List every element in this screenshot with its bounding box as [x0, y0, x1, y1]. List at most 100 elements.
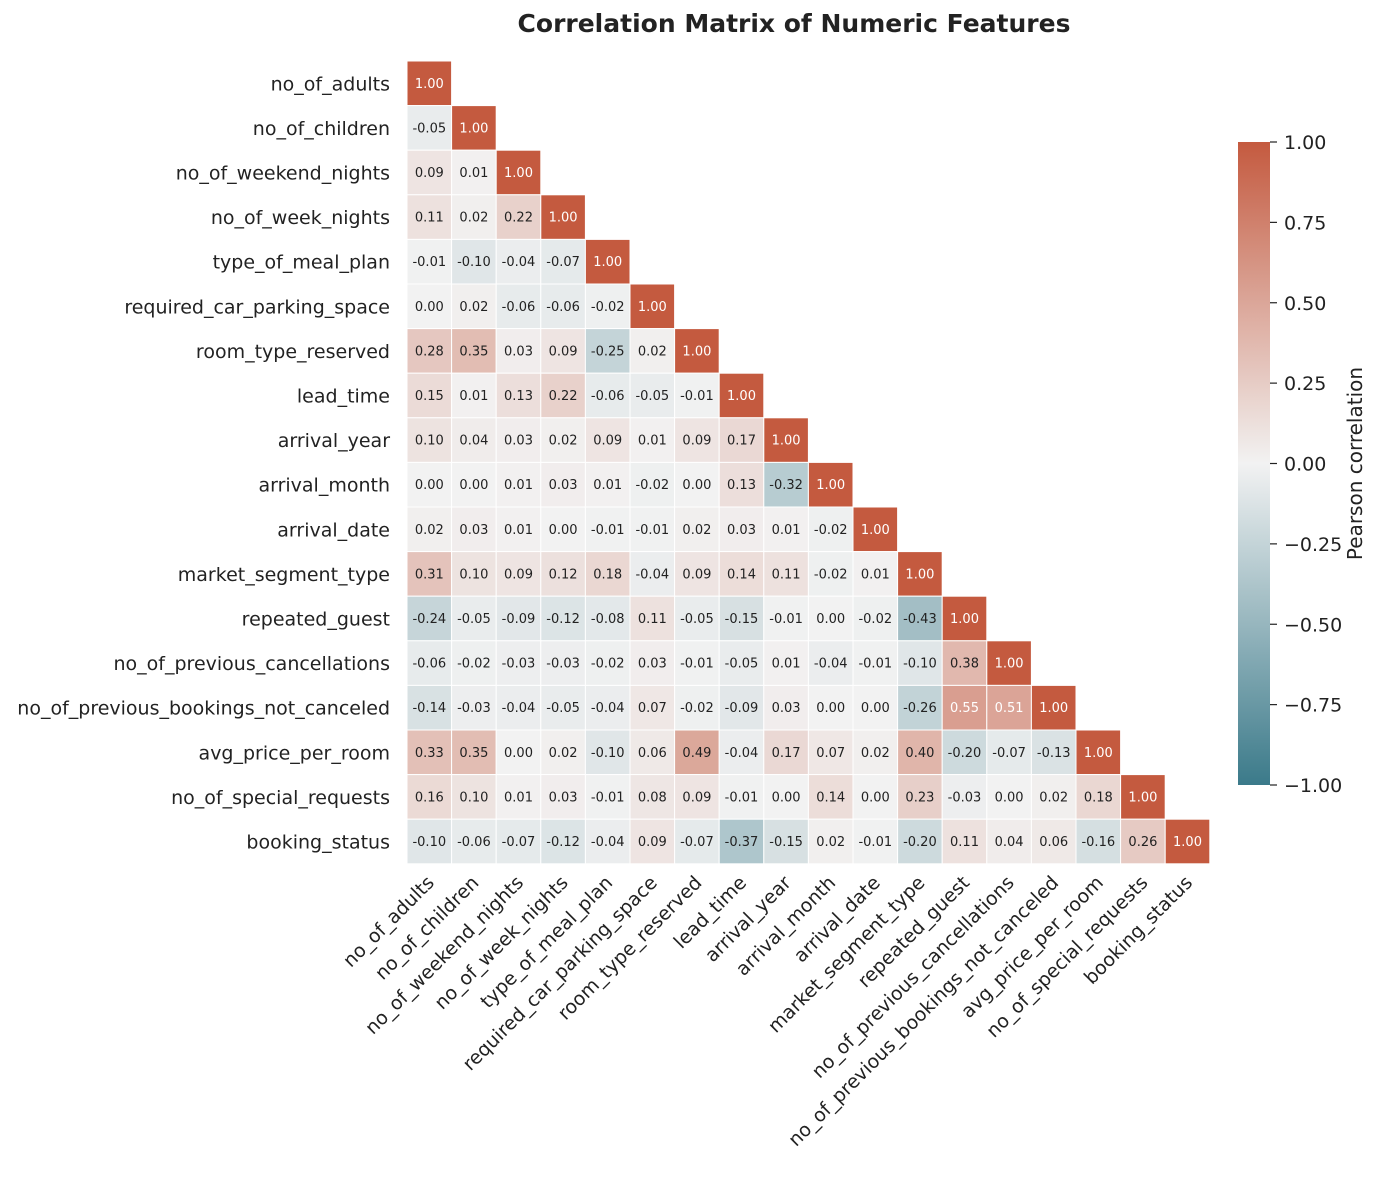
heatmap-cell — [406, 729, 453, 776]
cell-value-label: 0.11 — [415, 211, 444, 226]
cell-value-label: 0.01 — [772, 657, 801, 672]
cell-value-label: 0.22 — [504, 211, 533, 226]
cell-value-label: 0.02 — [682, 523, 711, 538]
heatmap-cell — [763, 729, 809, 776]
heatmap-cell — [807, 461, 854, 508]
cell-value-label: 0.00 — [816, 701, 845, 716]
cell-value-label: -0.12 — [546, 835, 580, 850]
heatmap-cell — [540, 595, 586, 642]
heatmap-cell — [852, 729, 899, 776]
heatmap-cell — [495, 595, 542, 642]
heatmap-cell — [986, 640, 1032, 686]
cell-value-label: 0.02 — [816, 835, 845, 850]
heatmap-cell — [629, 774, 676, 820]
cell-value-label: 0.00 — [861, 790, 890, 805]
heatmap-cell — [807, 551, 854, 597]
cell-value-label: -0.03 — [546, 657, 580, 672]
cell-value-label: 0.09 — [682, 790, 711, 805]
heatmap-cell — [629, 328, 676, 374]
cell-value-label: 0.06 — [638, 746, 667, 761]
y-tick-label: arrival_year — [278, 430, 390, 452]
cell-value-label: 0.00 — [682, 478, 711, 493]
cell-value-label: -0.14 — [412, 701, 446, 716]
cell-value-label: -0.24 — [412, 612, 446, 627]
heatmap-cell — [674, 818, 720, 865]
cell-value-label: -0.07 — [992, 746, 1026, 761]
cell-value-label: -0.07 — [680, 835, 714, 850]
cell-value-label: 0.09 — [593, 434, 622, 449]
colorbar-tick-label: 1.00 — [1284, 132, 1326, 154]
cell-value-label: -0.01 — [725, 790, 759, 805]
cell-value-label: 0.00 — [459, 478, 488, 493]
cell-value-label: 0.02 — [415, 523, 444, 538]
cell-value-label: -0.02 — [591, 300, 625, 315]
cell-value-label: 1.00 — [1128, 790, 1157, 805]
cell-value-label: 1.00 — [459, 121, 488, 136]
heatmap-cell — [451, 328, 497, 374]
heatmap-cell — [1030, 818, 1077, 865]
cell-value-label: -0.05 — [725, 657, 759, 672]
cell-value-label: 0.09 — [682, 434, 711, 449]
cell-value-label: 0.01 — [638, 434, 667, 449]
cell-value-label: -0.01 — [769, 612, 803, 627]
cell-value-label: 0.01 — [861, 567, 890, 582]
heatmap-cell — [718, 684, 765, 731]
heatmap-cell — [852, 774, 899, 820]
heatmap-cell — [629, 506, 676, 553]
heatmap-cell — [763, 595, 809, 642]
cell-value-label: -0.15 — [725, 612, 759, 627]
cell-value-label: -0.06 — [457, 835, 491, 850]
cell-value-label: 0.00 — [995, 790, 1024, 805]
cell-value-label: -0.06 — [546, 300, 580, 315]
heatmap-cell — [451, 283, 497, 330]
heatmap-cell — [852, 640, 899, 686]
heatmap-cell — [986, 774, 1032, 820]
cell-value-label: -0.05 — [635, 389, 669, 404]
heatmap-cell — [406, 60, 453, 107]
cell-value-label: -0.01 — [635, 523, 669, 538]
heatmap-cell — [540, 640, 586, 686]
cell-value-label: 0.03 — [549, 478, 578, 493]
heatmap-cell — [495, 818, 542, 865]
y-tick-label: arrival_month — [258, 475, 390, 497]
cell-value-label: -0.09 — [502, 612, 536, 627]
cell-value-label: -0.26 — [903, 701, 937, 716]
cell-value-label: 0.04 — [995, 835, 1024, 850]
cell-value-label: -0.10 — [412, 835, 446, 850]
y-tick-label: no_of_weekend_nights — [176, 163, 390, 185]
cell-value-label: -0.32 — [769, 478, 803, 493]
y-tick-label: required_car_parking_space — [124, 296, 390, 318]
cell-value-label: 0.51 — [995, 701, 1024, 716]
colorbar-label: Pearson correlation — [1343, 367, 1367, 560]
y-tick-label: no_of_children — [253, 118, 390, 140]
heatmap-cell — [763, 774, 809, 820]
heatmap-cell — [451, 729, 497, 776]
y-axis-labels: no_of_adults no_of_children no_of_weekend_… — [17, 73, 390, 853]
cell-value-label: 0.00 — [415, 478, 444, 493]
heatmap-cell — [629, 461, 676, 508]
heatmap-cell — [897, 551, 943, 597]
heatmap-cell — [495, 461, 542, 508]
cell-value-label: -0.05 — [680, 612, 714, 627]
cell-value-label: 1.00 — [638, 300, 667, 315]
heatmap-cell — [986, 684, 1032, 731]
heatmap-cell — [941, 818, 988, 865]
cell-value-label: 0.17 — [727, 434, 756, 449]
heatmap-cell — [763, 640, 809, 686]
heatmap-cell — [406, 551, 453, 597]
cell-value-label: -0.04 — [814, 657, 848, 672]
heatmap-cell — [451, 774, 497, 820]
cell-value-label: 0.03 — [504, 434, 533, 449]
cell-value-label: 0.02 — [549, 434, 578, 449]
cell-value-label: -0.10 — [457, 255, 491, 270]
cell-value-label: 0.00 — [549, 523, 578, 538]
heatmap-cell — [674, 417, 720, 463]
cell-value-label: -0.37 — [725, 835, 759, 850]
heatmap-cell — [495, 551, 542, 597]
heatmap-cell — [1030, 729, 1077, 776]
y-tick-label: repeated_guest — [242, 609, 390, 631]
cell-value-label: 0.01 — [504, 523, 533, 538]
colorbar-tick-label: −0.25 — [1284, 534, 1342, 556]
cell-value-label: -0.43 — [903, 612, 937, 627]
